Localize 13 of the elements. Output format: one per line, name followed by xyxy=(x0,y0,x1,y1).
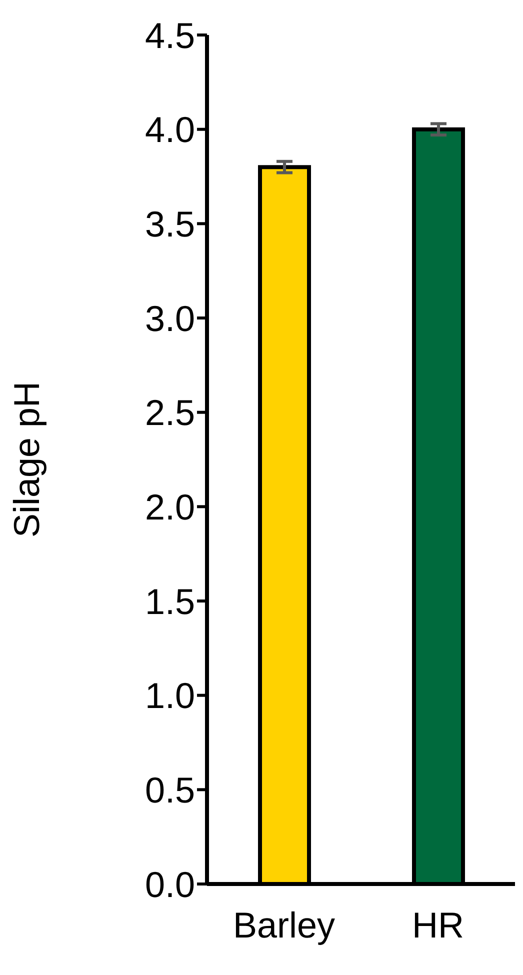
y-tick-label: 3.5 xyxy=(144,203,195,244)
x-tick-label: HR xyxy=(412,904,464,946)
y-tick-label: 2.5 xyxy=(144,392,195,434)
y-tick-label: 4.5 xyxy=(144,14,195,56)
x-tick-label: Barley xyxy=(232,904,336,946)
y-tick-label: 1.0 xyxy=(144,675,195,716)
y-tick-label: 1.5 xyxy=(144,580,195,622)
y-tick-label: 2.0 xyxy=(144,486,195,528)
y-axis-title: Silage pH xyxy=(6,381,47,538)
y-tick-label: 0.0 xyxy=(144,864,195,905)
y-tick-label: 3.0 xyxy=(144,298,195,339)
y-tick-label: 4.0 xyxy=(144,109,195,150)
y-tick-label: 0.5 xyxy=(144,769,195,810)
